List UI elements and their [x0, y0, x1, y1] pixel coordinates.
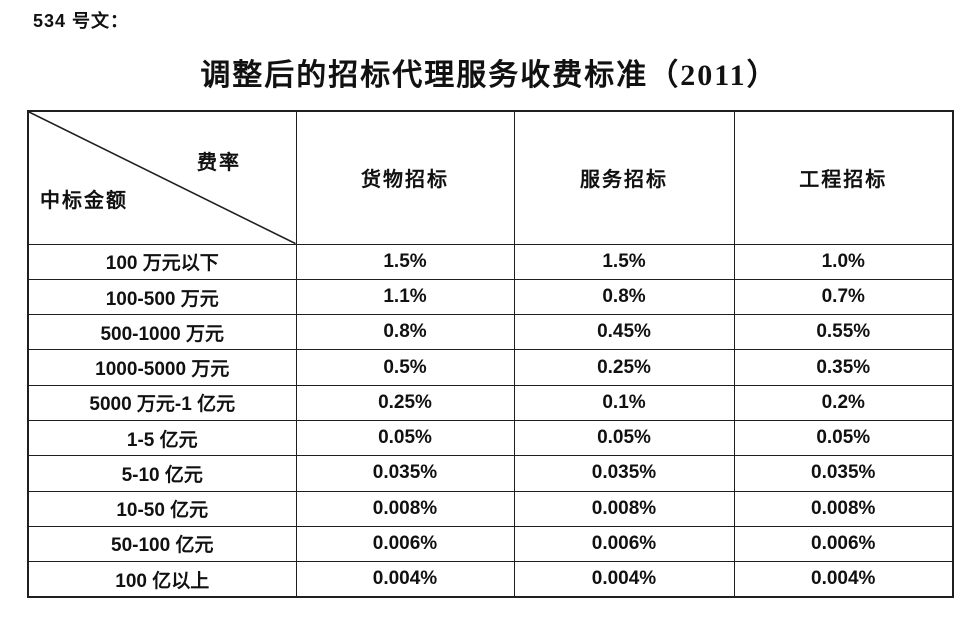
- table-row: 100 万元以下 1.5% 1.5% 1.0%: [27, 243, 954, 280]
- fee-value: 0.004%: [733, 561, 954, 598]
- fee-value: 0.25%: [295, 384, 515, 422]
- table-row: 1-5 亿元 0.05% 0.05% 0.05%: [27, 419, 954, 457]
- fee-value: 0.55%: [733, 314, 954, 351]
- fee-value: 0.45%: [513, 314, 735, 351]
- fee-value: 0.8%: [295, 314, 515, 351]
- table-row: 100 亿以上 0.004% 0.004% 0.004%: [27, 561, 954, 598]
- row-label: 100 亿以上: [27, 561, 297, 598]
- column-header-engineering: 工程招标: [733, 110, 954, 245]
- fee-value: 0.008%: [295, 490, 515, 527]
- fee-value: 0.008%: [733, 490, 954, 527]
- fee-value: 0.008%: [513, 490, 735, 527]
- fee-value: 0.05%: [295, 419, 515, 457]
- fee-value: 0.1%: [513, 384, 735, 422]
- fee-value: 0.7%: [733, 278, 954, 316]
- page-title: 调整后的招标代理服务收费标准（2011）: [200, 59, 779, 92]
- table-row: 10-50 亿元 0.008% 0.008% 0.008%: [27, 490, 954, 527]
- fee-value: 0.05%: [513, 419, 735, 457]
- row-label: 100-500 万元: [27, 278, 297, 316]
- fee-value: 0.035%: [513, 455, 735, 492]
- table-row: 100-500 万元 1.1% 0.8% 0.7%: [27, 278, 954, 316]
- table-row: 50-100 亿元 0.006% 0.006% 0.006%: [27, 525, 954, 563]
- row-label: 5000 万元-1 亿元: [27, 384, 297, 422]
- table-row: 500-1000 万元 0.8% 0.45% 0.55%: [27, 314, 954, 351]
- table-row: 1000-5000 万元 0.5% 0.25% 0.35%: [27, 349, 954, 386]
- fee-value: 0.5%: [295, 349, 515, 386]
- diagonal-divider-line: [29, 112, 296, 244]
- fee-value: 0.004%: [513, 561, 735, 598]
- fee-value: 0.05%: [733, 419, 954, 457]
- fee-value: 0.2%: [733, 384, 954, 422]
- row-label: 100 万元以下: [27, 243, 297, 280]
- fee-value: 1.0%: [733, 243, 954, 280]
- fee-value: 0.8%: [513, 278, 735, 316]
- table-row: 5000 万元-1 亿元 0.25% 0.1% 0.2%: [27, 384, 954, 422]
- header-corner-cell: 费率 中标金额: [27, 110, 297, 245]
- column-header-goods: 货物招标: [295, 110, 515, 245]
- column-header-services: 服务招标: [513, 110, 735, 245]
- fee-value: 0.006%: [513, 525, 735, 563]
- fee-value: 1.5%: [513, 243, 735, 280]
- doc-number: 534 号文：: [33, 11, 130, 31]
- row-label: 1000-5000 万元: [27, 349, 297, 386]
- fee-value: 0.35%: [733, 349, 954, 386]
- row-label: 500-1000 万元: [27, 314, 297, 351]
- row-label: 5-10 亿元: [27, 455, 297, 492]
- fee-value: 0.004%: [295, 561, 515, 598]
- row-label: 50-100 亿元: [27, 525, 297, 563]
- fee-value: 1.1%: [295, 278, 515, 316]
- fee-value: 0.035%: [295, 455, 515, 492]
- table-row: 5-10 亿元 0.035% 0.035% 0.035%: [27, 455, 954, 492]
- fee-value: 1.5%: [295, 243, 515, 280]
- fee-value: 0.006%: [295, 525, 515, 563]
- corner-label-rate: 费率: [197, 152, 241, 174]
- fee-table: 费率 中标金额 货物招标 服务招标 工程招标 100 万元以下 1.5% 1.5…: [27, 110, 954, 598]
- fee-value: 0.25%: [513, 349, 735, 386]
- fee-value: 0.006%: [733, 525, 954, 563]
- table-header-row: 费率 中标金额 货物招标 服务招标 工程招标: [27, 110, 954, 245]
- row-label: 10-50 亿元: [27, 490, 297, 527]
- fee-value: 0.035%: [733, 455, 954, 492]
- row-label: 1-5 亿元: [27, 419, 297, 457]
- corner-label-amount: 中标金额: [40, 190, 128, 212]
